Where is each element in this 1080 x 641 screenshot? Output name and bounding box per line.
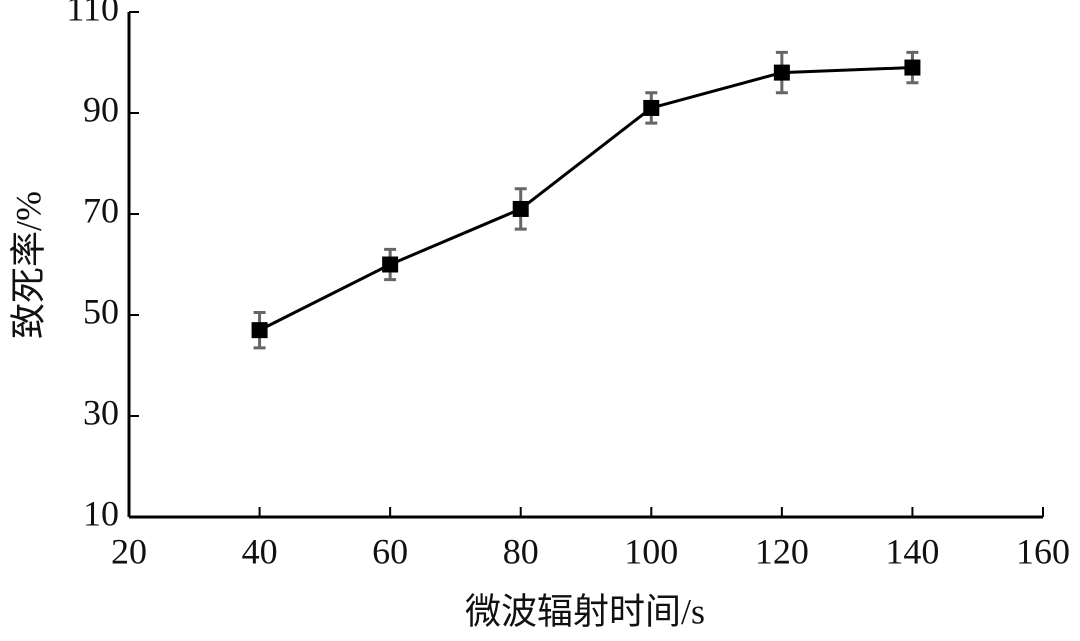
x-tick-label: 20 (111, 531, 147, 571)
x-tick-label: 140 (885, 531, 939, 571)
x-tick-label: 80 (503, 531, 539, 571)
y-axis-label: 致死率/% (8, 191, 48, 339)
x-tick-label: 160 (1016, 531, 1070, 571)
marker (904, 59, 921, 76)
x-tick-label: 40 (242, 531, 278, 571)
x-axis-label: 微波辐射时间/s (465, 591, 705, 631)
marker (382, 256, 399, 273)
x-tick-label: 100 (624, 531, 678, 571)
x-tick-label: 120 (755, 531, 809, 571)
y-tick-label: 30 (83, 392, 119, 432)
marker (251, 322, 268, 339)
marker (773, 64, 790, 81)
y-tick-label: 70 (83, 190, 119, 230)
y-tick-label: 110 (66, 0, 119, 28)
y-tick-label: 10 (83, 493, 119, 533)
y-tick-label: 50 (83, 291, 119, 331)
y-tick-label: 90 (83, 89, 119, 129)
x-tick-label: 60 (372, 531, 408, 571)
marker (512, 200, 529, 217)
line (258, 66, 913, 332)
marker (643, 99, 660, 116)
